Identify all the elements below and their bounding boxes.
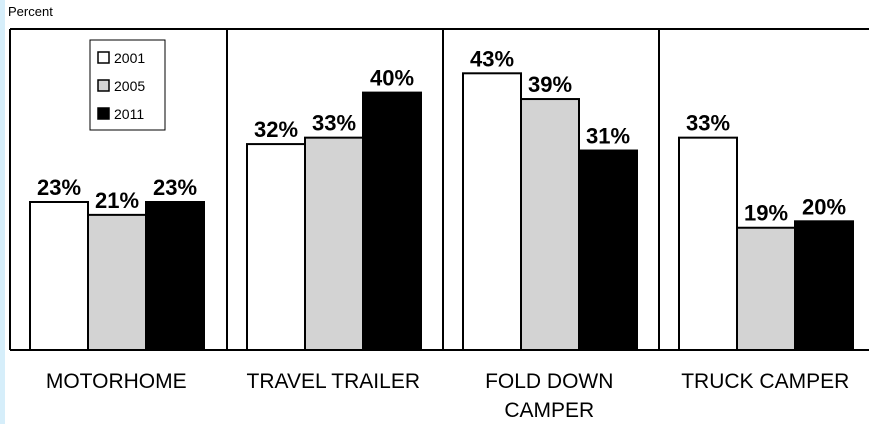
bar-2001-0	[29, 201, 89, 351]
bar-2001-3	[678, 136, 738, 351]
category-label-2-line-1: FOLD DOWN	[485, 370, 613, 393]
window-edge	[0, 0, 5, 424]
data-label-2005-3: 19%	[744, 201, 788, 226]
data-label-2001-2: 43%	[470, 46, 514, 71]
data-label-2001-0: 23%	[37, 175, 81, 200]
data-label-2001-3: 33%	[686, 111, 730, 136]
data-label-2005-2: 39%	[528, 72, 572, 97]
bar-2005-1	[304, 136, 364, 351]
category-label-2-line-2: CAMPER	[504, 399, 594, 422]
category-label-3: TRUCK CAMPER	[681, 370, 849, 393]
legend-label-2011: 2011	[114, 106, 144, 122]
bar-2005-2	[520, 98, 580, 352]
bar-2005-3	[736, 226, 796, 352]
bar-2001-2	[462, 72, 522, 351]
legend-label-2001: 2001	[114, 50, 145, 66]
data-label-2011-3: 20%	[802, 194, 846, 219]
data-label-2011-2: 31%	[586, 124, 630, 149]
bar-2001-1	[246, 143, 306, 351]
legend-swatch-2005	[97, 79, 110, 92]
legend-swatch-2001	[97, 51, 110, 64]
legend-label-2005: 2005	[114, 78, 145, 94]
data-label-2011-1: 40%	[370, 66, 414, 91]
y-axis-label: Percent	[8, 4, 53, 19]
data-label-2001-1: 32%	[254, 117, 298, 142]
category-label-0: MOTORHOME	[46, 370, 187, 393]
category-label-1: TRAVEL TRAILER	[247, 370, 421, 393]
legend-swatch-2011	[97, 107, 110, 120]
bar-2011-3	[794, 220, 854, 351]
bar-2005-0	[87, 213, 147, 351]
bar-2011-1	[362, 91, 422, 351]
bar-2011-2	[578, 149, 638, 351]
data-label-2011-0: 23%	[153, 175, 197, 200]
bar-2011-0	[145, 201, 205, 351]
data-label-2005-0: 21%	[95, 188, 139, 213]
data-label-2005-1: 33%	[312, 111, 356, 136]
